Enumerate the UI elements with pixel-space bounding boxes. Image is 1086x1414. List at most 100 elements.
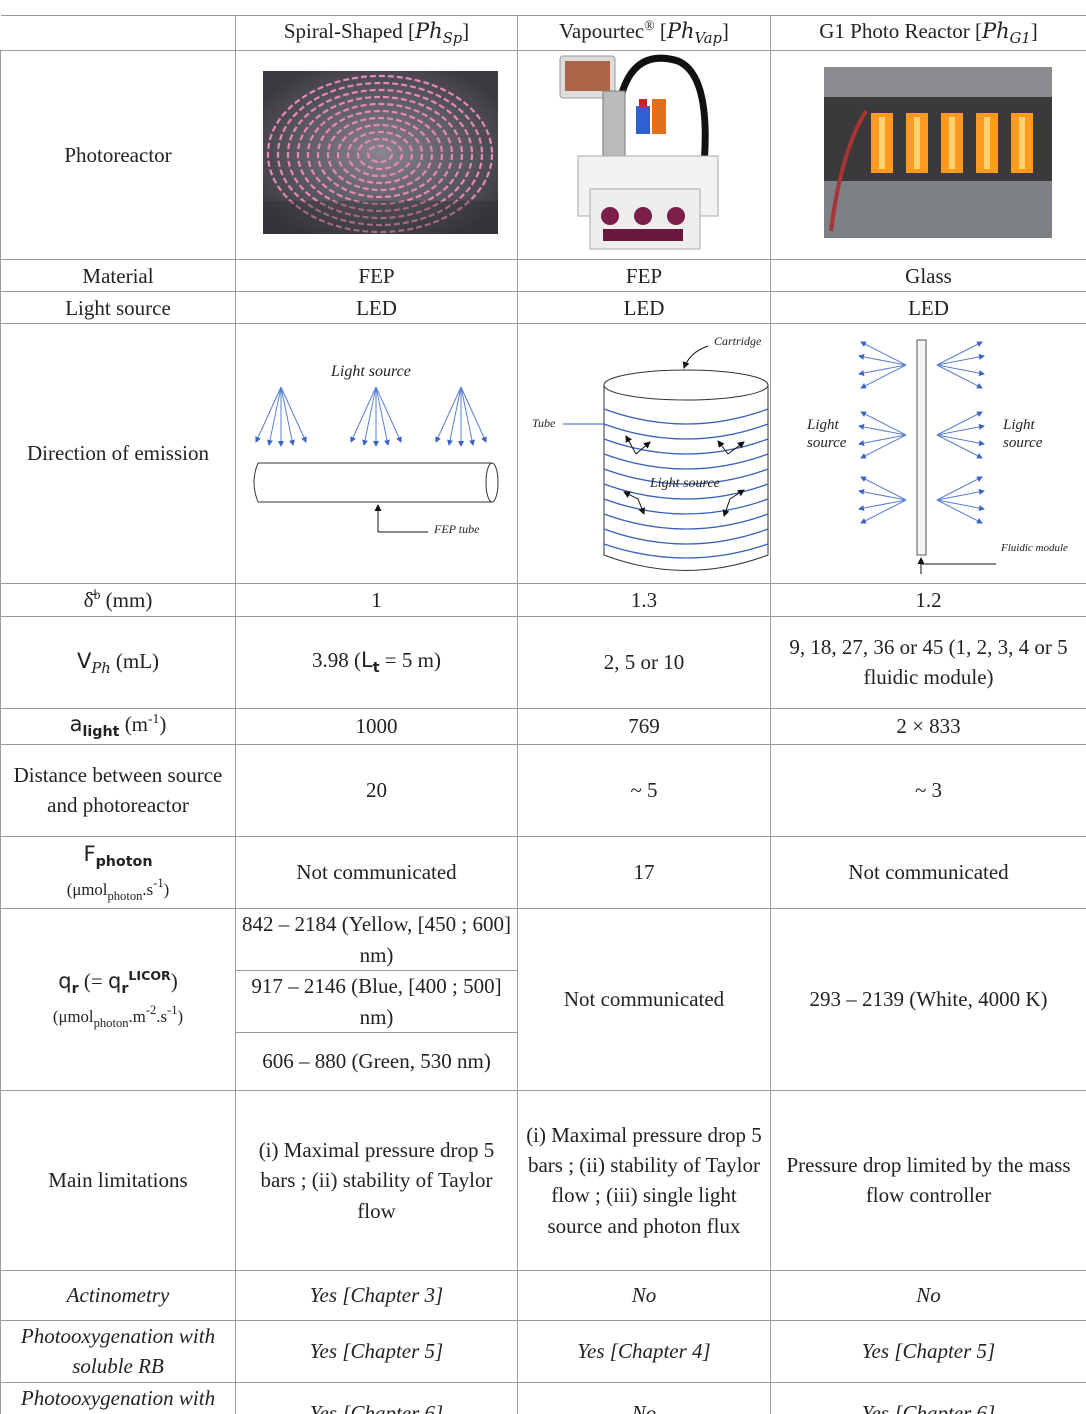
diagram-shape (879, 117, 1025, 169)
diagram-shape (326, 116, 434, 192)
table-cell: Yes [Chapter 5] (770, 1319, 1086, 1383)
diagram-shape (280, 387, 295, 447)
table-cell: (i) Maximal pressure drop 5 bars ; (ii) … (235, 1089, 518, 1271)
table-row: δ̄b (mm) 1 1.3 1.2 (0, 582, 1086, 617)
text-part: -1 (148, 711, 160, 727)
table-cell: Spiral-Shaped [PhSp] (235, 15, 518, 51)
table-cell: alight (m-1) (0, 707, 236, 745)
diagram-shape (447, 387, 462, 447)
text-part: Vap (694, 30, 722, 48)
text-part: Ph (415, 19, 443, 44)
diagram-shape (860, 364, 907, 389)
diagram-shape (824, 67, 1052, 97)
diagram-shape (858, 434, 907, 447)
text-part: Sp (442, 30, 463, 48)
diagram-shape (366, 144, 394, 164)
text-part: F (83, 842, 96, 867)
diagram-shape (601, 207, 619, 225)
diagram-shape (255, 387, 487, 448)
diagram-shape (603, 453, 769, 471)
diagram-label: Light source (331, 363, 411, 381)
diagram-label: Light source (1003, 417, 1043, 452)
table-row: qr (= qrLICOR) (μmolphoton.m-2.s-1) 842 – … (0, 907, 1086, 1091)
diagram-shape (635, 441, 651, 455)
diagram-shape (253, 463, 259, 503)
emission-diagram-vapourtec (563, 345, 769, 572)
text-part: .s (156, 1007, 168, 1027)
text-line: (μmolphoton.s-1) (6, 873, 230, 905)
table-cell: 1 (235, 582, 518, 617)
diagram-shape (829, 109, 868, 232)
text-line: Fphoton (6, 839, 230, 873)
diagram-shape (858, 341, 985, 524)
table-cell (770, 49, 1086, 261)
table-cell: Material (0, 259, 236, 293)
text-part: -2 (145, 1003, 157, 1018)
diagram-shape (603, 513, 769, 531)
table-cell: Yes [Chapter 6] (235, 1381, 518, 1414)
diagram-shape (346, 130, 414, 178)
table-row: Fphoton (μmolphoton.s-1) Not communicated 1… (0, 835, 1086, 909)
diagram-shape (858, 499, 907, 512)
diagram-shape (306, 102, 454, 206)
diagram-shape (435, 387, 462, 444)
table-cell: Light source Light source Fluidic module (770, 323, 1086, 584)
diagram-shape (634, 207, 652, 225)
text-part: Vapourtec (559, 19, 645, 44)
table-cell (235, 49, 518, 261)
diagram-shape (603, 385, 769, 572)
table-cell: δ̄b (mm) (0, 582, 236, 617)
diagram-label: FEP tube (434, 522, 480, 537)
table-cell: Light source FEP tube (235, 323, 518, 584)
text-part: = 5 m) (379, 648, 441, 673)
table-cell: No (517, 1381, 771, 1414)
table-cell: Direction of emission (0, 323, 236, 584)
spec-table: Spiral-Shaped [PhSp] Vapourtec® [PhVap] G1… (0, 15, 1086, 1414)
diagram-shape (603, 369, 769, 401)
diagram-shape (603, 498, 769, 516)
table-cell: 769 (517, 707, 771, 745)
diagram-shape (858, 424, 907, 436)
diagram-shape (936, 364, 983, 389)
table-cell: Actinometry (0, 1269, 236, 1321)
table-cell: qr (= qrLICOR) (μmolphoton.m-2.s-1) (0, 907, 236, 1091)
table-row: Main limitations (i) Maximal pressure dro… (0, 1089, 1086, 1271)
text-part: photon (93, 1016, 129, 1031)
diagram-shape (375, 387, 402, 444)
table-cell: 3.98 (Lt = 5 m) (235, 615, 518, 709)
table-row: Spiral-Shaped [PhSp] Vapourtec® [PhVap] G1… (0, 15, 1086, 51)
diagram-shape (936, 364, 985, 377)
diagram-shape (936, 354, 985, 366)
diagram-shape (263, 201, 498, 234)
diagram-shape (603, 483, 769, 501)
sub-cell: 842 – 2184 (Yellow, [450 ; 600] nm) (236, 909, 517, 972)
table-cell: Yes [Chapter 3] (235, 1269, 518, 1321)
table-cell: ~ 5 (517, 743, 771, 837)
text-part: ] (1030, 19, 1038, 44)
text-part: G1 (1009, 30, 1031, 48)
text-part: ) (177, 1007, 184, 1027)
table-cell: 842 – 2184 (Yellow, [450 ; 600] nm) 917 –… (235, 907, 518, 1091)
table-cell: Light source (0, 291, 236, 325)
diagram-shape (936, 499, 985, 512)
diagram-shape (603, 468, 769, 486)
text-part: Spiral-Shaped [ (283, 19, 416, 44)
diagram-shape (603, 438, 769, 456)
table-cell: Cartridge Tube Light source (517, 323, 771, 584)
text-part: ] (721, 19, 729, 44)
table-row: Distance between source and photoreactor… (0, 743, 1086, 837)
diagram-shape (255, 387, 282, 444)
diagram-shape (356, 137, 404, 171)
diagram-shape (717, 440, 729, 455)
text-part: Ph (666, 19, 695, 44)
text-part: G1 Photo Reactor [ (819, 19, 982, 44)
diagram-shape (266, 74, 494, 234)
diagram-shape (603, 229, 683, 241)
table-cell: 17 (517, 835, 771, 909)
table-cell: LED (517, 291, 771, 325)
stacked-cells: 842 – 2184 (Yellow, [450 ; 600] nm) 917 –… (236, 909, 517, 1089)
diagram-shape (637, 499, 646, 516)
text-part: ) (159, 712, 167, 737)
diagram-shape (614, 54, 709, 177)
